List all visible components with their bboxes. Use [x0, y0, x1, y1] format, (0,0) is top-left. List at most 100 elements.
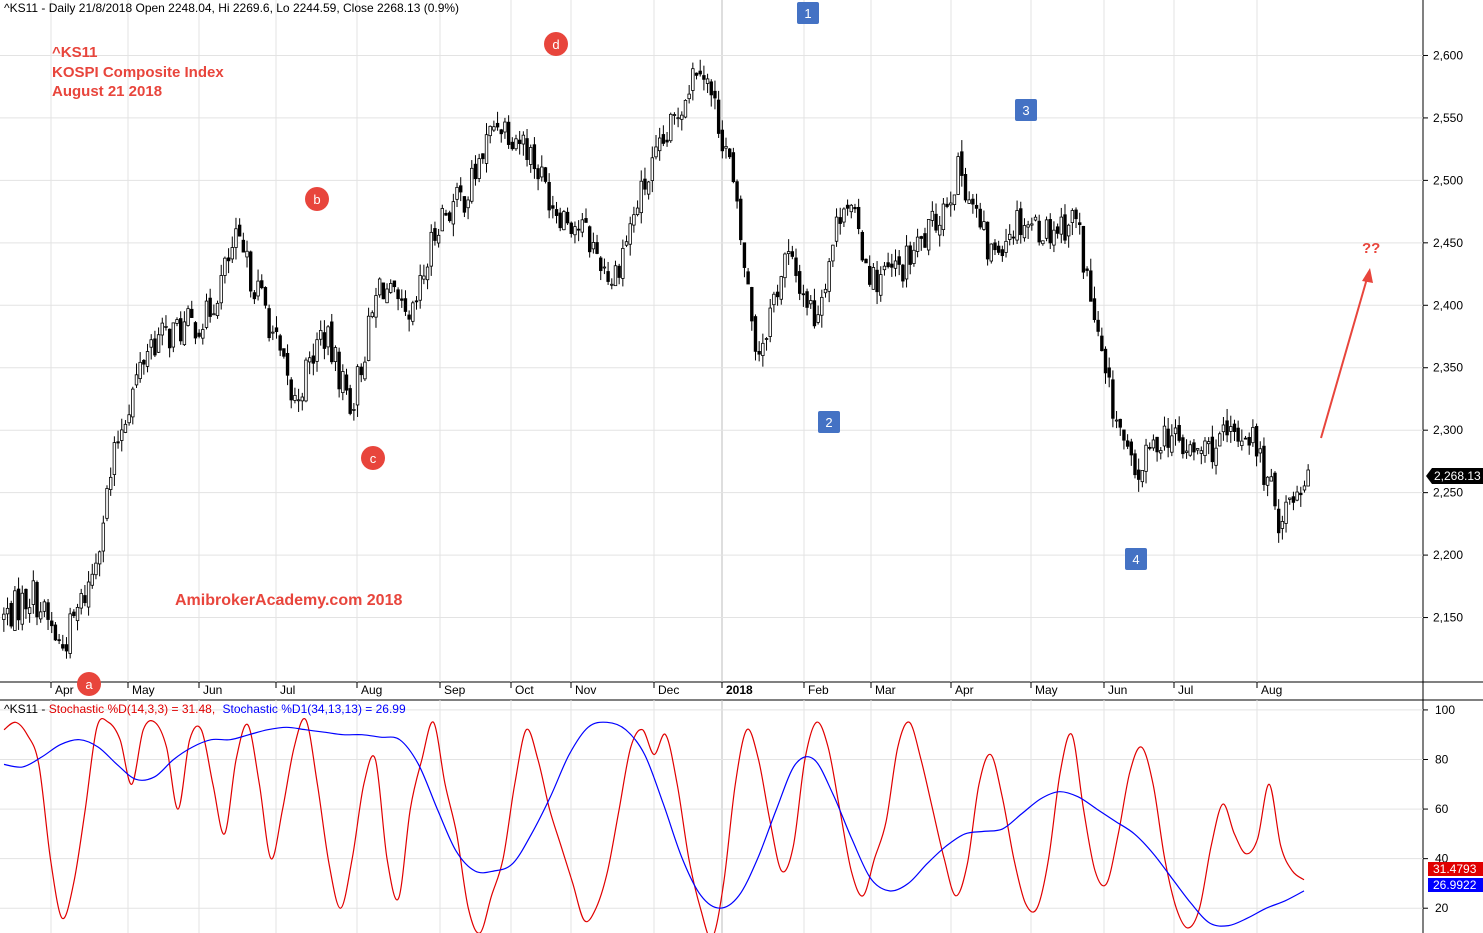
osc-tick-label: 20	[1435, 901, 1449, 915]
candle-body	[853, 207, 857, 210]
candle-body	[923, 233, 927, 248]
candle-body	[967, 199, 971, 204]
month-label: Jul	[1178, 683, 1193, 697]
candle-body	[46, 602, 50, 620]
candle-body	[219, 275, 223, 304]
candle-body	[1151, 439, 1156, 449]
candle-body	[403, 298, 408, 312]
candle-body	[816, 314, 820, 323]
candle-body	[348, 388, 352, 414]
candle-body	[24, 588, 28, 610]
candle-body	[1302, 485, 1307, 491]
candle-body	[212, 313, 216, 316]
wave-3-box	[1015, 99, 1037, 121]
candle-body	[823, 288, 828, 294]
candle-body	[1070, 210, 1075, 223]
annotation-date: August 21 2018	[52, 83, 162, 100]
candle-body	[764, 338, 769, 340]
candle-body	[1133, 453, 1137, 476]
candle-body	[1247, 437, 1251, 446]
candle-body	[728, 148, 732, 158]
candle-body	[1004, 240, 1008, 253]
last-price-badge	[1426, 468, 1483, 484]
osc-prefix: ^KS11 -	[4, 702, 49, 716]
watermark: AmibrokerAcademy.com 2018	[175, 592, 402, 609]
candle-body	[1258, 448, 1262, 454]
wave-4-label: 4	[1132, 552, 1139, 567]
candle-body	[370, 312, 374, 318]
osc-title: ^KS11 - Stochastic %D(14,3,3) = 31.48, S…	[4, 702, 406, 716]
candle-body	[724, 146, 728, 149]
candle-body	[1144, 444, 1148, 472]
candle-body	[2, 613, 6, 620]
candle-body	[1214, 447, 1218, 466]
candle-body	[709, 81, 713, 96]
candle-body	[1022, 225, 1027, 239]
candle-body	[540, 166, 544, 178]
candle-body	[897, 256, 901, 265]
candle-body	[436, 234, 441, 244]
candle-body	[746, 271, 750, 285]
candle-body	[661, 134, 666, 144]
candle-body	[805, 291, 809, 308]
candle-body	[466, 199, 470, 209]
candle-body	[1100, 335, 1104, 352]
candle-body	[237, 224, 242, 237]
marker-b-label: b	[313, 192, 320, 207]
candle-body	[941, 203, 946, 231]
candle-body	[1155, 436, 1159, 453]
candle-body	[680, 114, 684, 120]
candle-body	[1273, 472, 1277, 507]
candle-body	[1114, 419, 1119, 422]
candle-body	[120, 429, 124, 441]
candle-body	[1203, 440, 1207, 456]
candle-body	[1055, 226, 1060, 234]
candle-body	[484, 134, 489, 164]
annotation-index-name: KOSPI Composite Index	[52, 64, 224, 81]
candle-body	[510, 141, 514, 150]
candle-body	[669, 113, 673, 142]
candle-body	[606, 271, 610, 282]
candle-body	[267, 308, 271, 339]
candle-body	[459, 185, 463, 193]
candle-body	[1232, 423, 1237, 432]
candle-body	[831, 244, 835, 262]
candle-body	[1159, 450, 1163, 454]
candle-body	[985, 221, 990, 260]
candle-body	[256, 280, 260, 297]
candle-body	[654, 146, 658, 158]
y-tick-label: 2,350	[1433, 361, 1463, 375]
candle-body	[252, 292, 257, 300]
candle-body	[307, 357, 312, 363]
candle-body	[1210, 436, 1215, 463]
candle-body	[632, 214, 636, 226]
candle-body	[599, 257, 603, 272]
candle-body	[875, 269, 879, 293]
candle-body	[440, 208, 444, 232]
candle-body	[1192, 442, 1196, 453]
candle-body	[720, 129, 725, 152]
candle-body	[208, 297, 212, 317]
candle-body	[1243, 437, 1248, 440]
candle-body	[908, 245, 912, 265]
candle-body	[1015, 210, 1019, 241]
candle-body	[974, 204, 979, 209]
candle-body	[949, 202, 953, 206]
candle-body	[750, 287, 754, 322]
candle-body	[820, 296, 824, 316]
candle-body	[613, 265, 618, 287]
candle-body	[945, 203, 949, 207]
candle-body	[676, 117, 680, 120]
candle-body	[864, 258, 868, 264]
month-label: May	[132, 683, 155, 697]
stoch-k-value: 31.4793	[1433, 862, 1477, 876]
candle-body	[1177, 424, 1181, 441]
candle-body	[901, 264, 905, 282]
candle-body	[116, 441, 120, 444]
projection-arrowhead	[1362, 268, 1373, 283]
candle-body	[344, 374, 349, 391]
candle-body	[635, 207, 640, 215]
candle-body	[392, 280, 397, 288]
candle-body	[879, 274, 883, 296]
